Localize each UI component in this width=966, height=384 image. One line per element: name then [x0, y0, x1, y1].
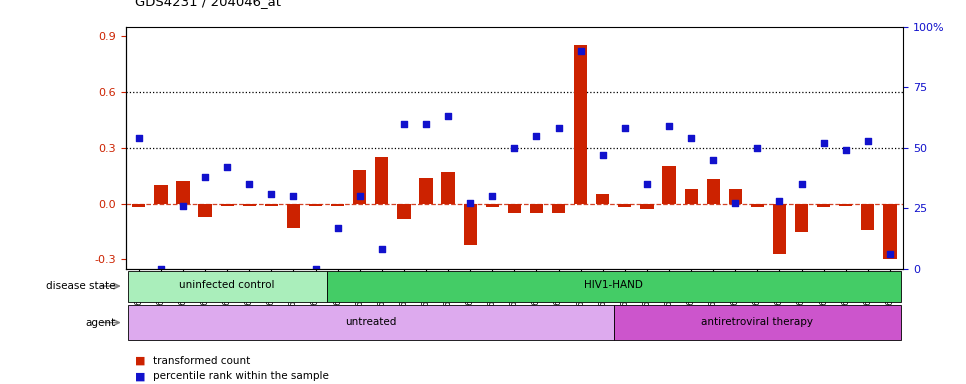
- Bar: [220, 204, 234, 205]
- Bar: [706, 179, 720, 204]
- Point: [308, 266, 324, 272]
- Point: [286, 193, 301, 199]
- Text: percentile rank within the sample: percentile rank within the sample: [153, 371, 328, 381]
- Point: [131, 135, 147, 141]
- Bar: [862, 204, 874, 230]
- Point: [197, 174, 213, 180]
- Bar: [397, 204, 411, 218]
- Point: [705, 157, 721, 163]
- Bar: [751, 204, 764, 207]
- Text: antiretroviral therapy: antiretroviral therapy: [701, 317, 813, 327]
- Text: ■: ■: [135, 356, 146, 366]
- Bar: [839, 204, 852, 205]
- Text: ■: ■: [135, 371, 146, 381]
- Point: [683, 135, 698, 141]
- Bar: [773, 204, 786, 254]
- Bar: [441, 172, 455, 204]
- Point: [154, 266, 169, 272]
- Point: [374, 247, 389, 253]
- Bar: [883, 204, 896, 260]
- Bar: [287, 204, 300, 228]
- Bar: [613, 305, 901, 340]
- Text: HIV1-HAND: HIV1-HAND: [584, 280, 643, 290]
- Bar: [728, 189, 742, 204]
- Point: [750, 145, 765, 151]
- Bar: [618, 204, 632, 207]
- Point: [639, 181, 655, 187]
- Text: GDS4231 / 204046_at: GDS4231 / 204046_at: [135, 0, 281, 8]
- Bar: [464, 204, 477, 245]
- Text: agent: agent: [86, 318, 116, 328]
- Bar: [309, 204, 323, 205]
- Point: [330, 225, 346, 231]
- Point: [662, 123, 677, 129]
- Bar: [128, 271, 327, 302]
- Bar: [198, 204, 212, 217]
- Point: [617, 126, 633, 132]
- Bar: [685, 189, 697, 204]
- Bar: [327, 271, 901, 302]
- Text: untreated: untreated: [345, 317, 396, 327]
- Bar: [596, 194, 610, 204]
- Bar: [486, 204, 498, 207]
- Point: [219, 164, 235, 170]
- Point: [882, 251, 897, 257]
- Bar: [530, 204, 543, 213]
- Point: [573, 48, 588, 54]
- Point: [440, 113, 456, 119]
- Bar: [132, 204, 146, 207]
- Bar: [508, 204, 521, 213]
- Point: [264, 191, 279, 197]
- Bar: [574, 45, 587, 204]
- Point: [860, 137, 875, 144]
- Point: [528, 133, 544, 139]
- Bar: [375, 157, 388, 204]
- Bar: [552, 204, 565, 213]
- Point: [396, 121, 412, 127]
- Bar: [331, 204, 344, 205]
- Point: [727, 200, 743, 207]
- Bar: [155, 185, 167, 204]
- Bar: [242, 204, 256, 205]
- Point: [242, 181, 257, 187]
- Bar: [419, 178, 433, 204]
- Bar: [817, 204, 831, 207]
- Bar: [795, 204, 809, 232]
- Bar: [354, 170, 366, 204]
- Point: [595, 152, 611, 158]
- Bar: [265, 204, 278, 205]
- Bar: [128, 305, 613, 340]
- Point: [352, 193, 367, 199]
- Text: disease state: disease state: [46, 281, 116, 291]
- Point: [418, 121, 434, 127]
- Point: [551, 126, 566, 132]
- Point: [816, 140, 832, 146]
- Bar: [177, 181, 189, 204]
- Point: [794, 181, 810, 187]
- Point: [463, 200, 478, 207]
- Bar: [663, 166, 675, 204]
- Text: transformed count: transformed count: [153, 356, 250, 366]
- Point: [772, 198, 787, 204]
- Point: [175, 203, 190, 209]
- Bar: [640, 204, 654, 209]
- Point: [485, 193, 500, 199]
- Point: [838, 147, 854, 153]
- Text: uninfected control: uninfected control: [180, 280, 275, 290]
- Point: [506, 145, 522, 151]
